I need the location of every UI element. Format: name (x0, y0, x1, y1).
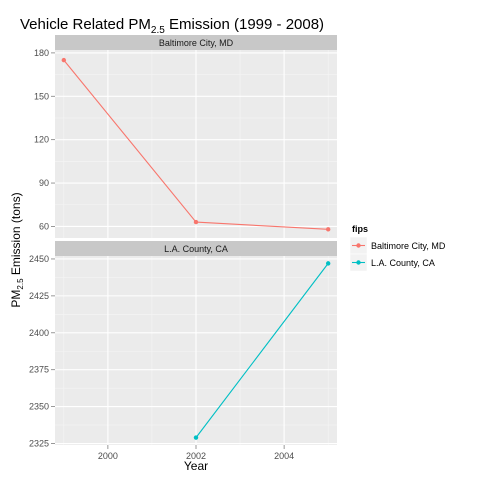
y-tick-label: 60 (39, 221, 49, 231)
chart-title-main: Vehicle Related PM (20, 16, 151, 33)
y-axis-title-subscript: 2.5 (16, 278, 25, 290)
data-point (325, 261, 331, 266)
data-point (325, 227, 331, 232)
facet-strip-label: Baltimore City, MD (159, 38, 234, 48)
legend-label: L.A. County, CA (371, 258, 435, 268)
y-tick-label: 2450 (29, 254, 49, 264)
facet-strip (55, 241, 337, 256)
y-tick-label: 120 (34, 135, 49, 145)
y-tick-label: 2400 (29, 328, 49, 338)
series-line (195, 263, 329, 438)
y-tick-label: 90 (39, 178, 49, 188)
x-axis-title: Year (184, 459, 208, 473)
legend-label: Baltimore City, MD (371, 241, 446, 251)
y-tick-label: 150 (34, 91, 49, 101)
y-axis-title-tail: Emission (tons) (9, 192, 23, 278)
data-point (193, 435, 199, 440)
x-tick-label: 2000 (98, 451, 118, 461)
legend-key-point (356, 260, 361, 265)
facet-panel: L.A. County, CA 2325 2350 2375 2400 2425 2450 2… (29, 241, 337, 461)
chart-title-subscript: 2.5 (151, 25, 165, 36)
data-point (193, 219, 199, 225)
y-axis-title-main: PM (9, 290, 23, 308)
legend-key-point (356, 243, 361, 248)
x-tick-label: 2002 (186, 451, 206, 461)
data-point (61, 57, 67, 63)
x-tick-label: 2004 (274, 451, 294, 461)
legend-title: fips (352, 224, 368, 234)
facet-panel: Baltimore City, MD 60 90 120 150 180 (34, 35, 337, 238)
facet-strip-label: L.A. County, CA (164, 244, 228, 254)
y-tick-label: 2350 (29, 402, 49, 412)
y-tick-label: 2325 (29, 439, 49, 449)
y-axis-title: PM2.5 Emission (tons) (9, 192, 25, 307)
facet-strip (55, 35, 337, 50)
y-tick-label: 180 (34, 48, 49, 58)
chart-title-tail: Emission (1999 - 2008) (165, 16, 324, 33)
chart-title: Vehicle Related PM2.5 Emission (1999 - 2… (20, 16, 324, 36)
y-tick-label: 2425 (29, 291, 49, 301)
y-tick-label: 2375 (29, 365, 49, 375)
facet-panels: Baltimore City, MD 60 90 120 150 180 L.A. Coun… (29, 35, 337, 461)
